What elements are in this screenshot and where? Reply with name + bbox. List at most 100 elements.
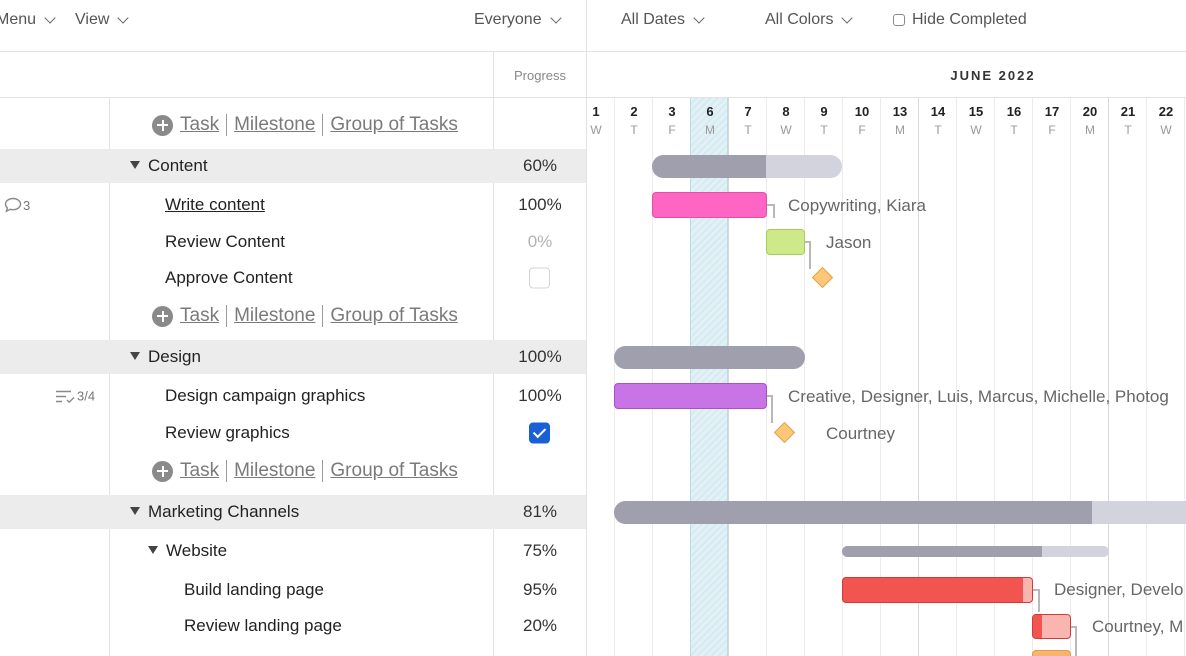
menu-dropdown[interactable]: Menu xyxy=(0,11,56,29)
task-bar-review-landing-page[interactable] xyxy=(1032,614,1071,639)
subtask-count: 3/4 xyxy=(77,388,96,404)
weekday-letter: W xyxy=(780,123,792,137)
add-task-link[interactable]: Task xyxy=(180,460,220,481)
dependency-connector xyxy=(1033,589,1040,612)
task-bar-review-content[interactable] xyxy=(766,229,805,255)
group-name[interactable]: Marketing Channels xyxy=(130,502,299,522)
task-name[interactable]: Review graphics xyxy=(165,423,290,442)
task-name[interactable]: Approve Content xyxy=(165,268,293,287)
view-dropdown[interactable]: View xyxy=(75,11,130,29)
task-name[interactable]: Review landing page xyxy=(184,616,342,635)
progress-value[interactable]: 20% xyxy=(522,616,558,635)
progress-value[interactable]: 100% xyxy=(518,195,562,214)
group-row-design[interactable]: Design 100% xyxy=(0,340,586,374)
remaining-portion xyxy=(1023,578,1032,602)
progress-value[interactable]: 95% xyxy=(522,580,558,599)
milestone-checkbox-checked[interactable] xyxy=(529,422,550,444)
add-milestone-link[interactable]: Milestone xyxy=(234,460,316,481)
milestone-diamond-approve-content[interactable] xyxy=(811,266,834,289)
day-number: 2 xyxy=(630,104,638,119)
checklist-icon xyxy=(56,390,75,403)
group-bar-progress xyxy=(614,501,1092,524)
column-divider xyxy=(109,98,110,656)
progress-value[interactable]: 100% xyxy=(518,386,562,405)
subgroup-row-website[interactable]: Website 75% xyxy=(0,534,586,568)
group-row-marketing-channels[interactable]: Marketing Channels 81% xyxy=(0,495,586,529)
progress-value[interactable]: 0% xyxy=(527,232,553,251)
group-bar-content[interactable] xyxy=(652,155,842,178)
task-name[interactable]: Build landing page xyxy=(184,580,324,599)
group-name[interactable]: Content xyxy=(130,156,208,176)
plus-circle-icon[interactable] xyxy=(152,114,173,136)
add-group-link[interactable]: Group of Tasks xyxy=(330,460,458,481)
hide-completed-checkbox[interactable] xyxy=(893,14,905,26)
task-row-design-graphics[interactable]: 3/4 Design campaign graphics 100% xyxy=(0,379,586,413)
day-gridline xyxy=(1108,98,1109,656)
task-bar-write-content[interactable] xyxy=(652,192,767,218)
subtasks-indicator[interactable]: 3/4 xyxy=(55,389,95,404)
task-bar-design-graphics[interactable] xyxy=(614,383,767,409)
dates-filter[interactable]: All Dates xyxy=(621,11,705,29)
subgroup-name[interactable]: Website xyxy=(148,541,227,561)
day-gridline xyxy=(880,98,881,656)
task-bar-next[interactable] xyxy=(1032,650,1071,656)
task-row-review-content[interactable]: Review Content 0% xyxy=(0,225,586,259)
day-number: 21 xyxy=(1120,104,1136,119)
comments-indicator[interactable]: 3 xyxy=(4,197,30,213)
day-header-13: 13 M xyxy=(881,104,919,137)
milestone-row-approve-content[interactable]: Approve Content xyxy=(0,261,586,295)
progress-value: 60% xyxy=(522,156,558,175)
day-gridline xyxy=(1032,98,1033,656)
collapse-triangle-icon[interactable] xyxy=(148,546,158,554)
day-number: 13 xyxy=(892,104,908,119)
colors-filter[interactable]: All Colors xyxy=(765,11,854,29)
task-row-write-content[interactable]: 3 Write content 100% xyxy=(0,188,586,222)
add-task-link[interactable]: Task xyxy=(180,305,220,326)
milestone-row-review-graphics[interactable]: Review graphics xyxy=(0,416,586,450)
milestone-checkbox[interactable] xyxy=(529,267,550,289)
plus-circle-icon[interactable] xyxy=(152,305,173,327)
add-group-link[interactable]: Group of Tasks xyxy=(330,114,458,135)
day-number: 1 xyxy=(592,104,600,119)
group-bar-progress xyxy=(614,346,805,369)
add-milestone-link[interactable]: Milestone xyxy=(234,305,316,326)
everyone-filter[interactable]: Everyone xyxy=(474,11,562,29)
weekday-letter: M xyxy=(895,123,905,137)
task-row-review-landing-page[interactable]: Review landing page 20% xyxy=(0,609,586,643)
everyone-label: Everyone xyxy=(474,11,542,28)
task-name[interactable]: Write content xyxy=(165,195,265,214)
subgroup-bar-website[interactable] xyxy=(842,546,1109,557)
separator xyxy=(322,305,324,327)
assignee-label: Designer, Develo xyxy=(1054,580,1184,599)
add-group-link[interactable]: Group of Tasks xyxy=(330,305,458,326)
chevron-down-icon xyxy=(117,12,130,24)
group-bar-marketing-channels[interactable] xyxy=(614,501,1186,524)
day-gridline xyxy=(766,98,767,656)
hide-completed-toggle[interactable]: Hide Completed xyxy=(893,11,1027,29)
add-task-link[interactable]: Task xyxy=(180,114,220,135)
header-divider xyxy=(0,97,1186,98)
progress-column-header: Progress xyxy=(513,68,567,83)
milestone-diamond-review-graphics[interactable] xyxy=(773,421,796,444)
day-gridline xyxy=(614,98,615,656)
separator xyxy=(226,460,228,482)
group-row-content[interactable]: Content 60% xyxy=(0,149,586,183)
add-milestone-link[interactable]: Milestone xyxy=(234,114,316,135)
day-header-17: 17 F xyxy=(1033,104,1071,137)
day-number: 9 xyxy=(820,104,828,119)
group-bar-design[interactable] xyxy=(614,346,805,369)
task-row-build-landing-page[interactable]: Build landing page 95% xyxy=(0,573,586,607)
task-name[interactable]: Design campaign graphics xyxy=(165,386,366,405)
day-gridline xyxy=(1146,98,1147,656)
weekday-letter: T xyxy=(744,123,752,137)
collapse-triangle-icon[interactable] xyxy=(130,507,140,515)
task-bar-build-landing-page[interactable] xyxy=(842,577,1033,603)
group-name[interactable]: Design xyxy=(130,347,201,367)
collapse-triangle-icon[interactable] xyxy=(130,352,140,360)
weekday-letter: W xyxy=(1160,123,1172,137)
plus-circle-icon[interactable] xyxy=(152,460,173,482)
task-name[interactable]: Review Content xyxy=(165,232,286,251)
collapse-triangle-icon[interactable] xyxy=(130,161,140,169)
day-gridline xyxy=(1070,98,1071,656)
